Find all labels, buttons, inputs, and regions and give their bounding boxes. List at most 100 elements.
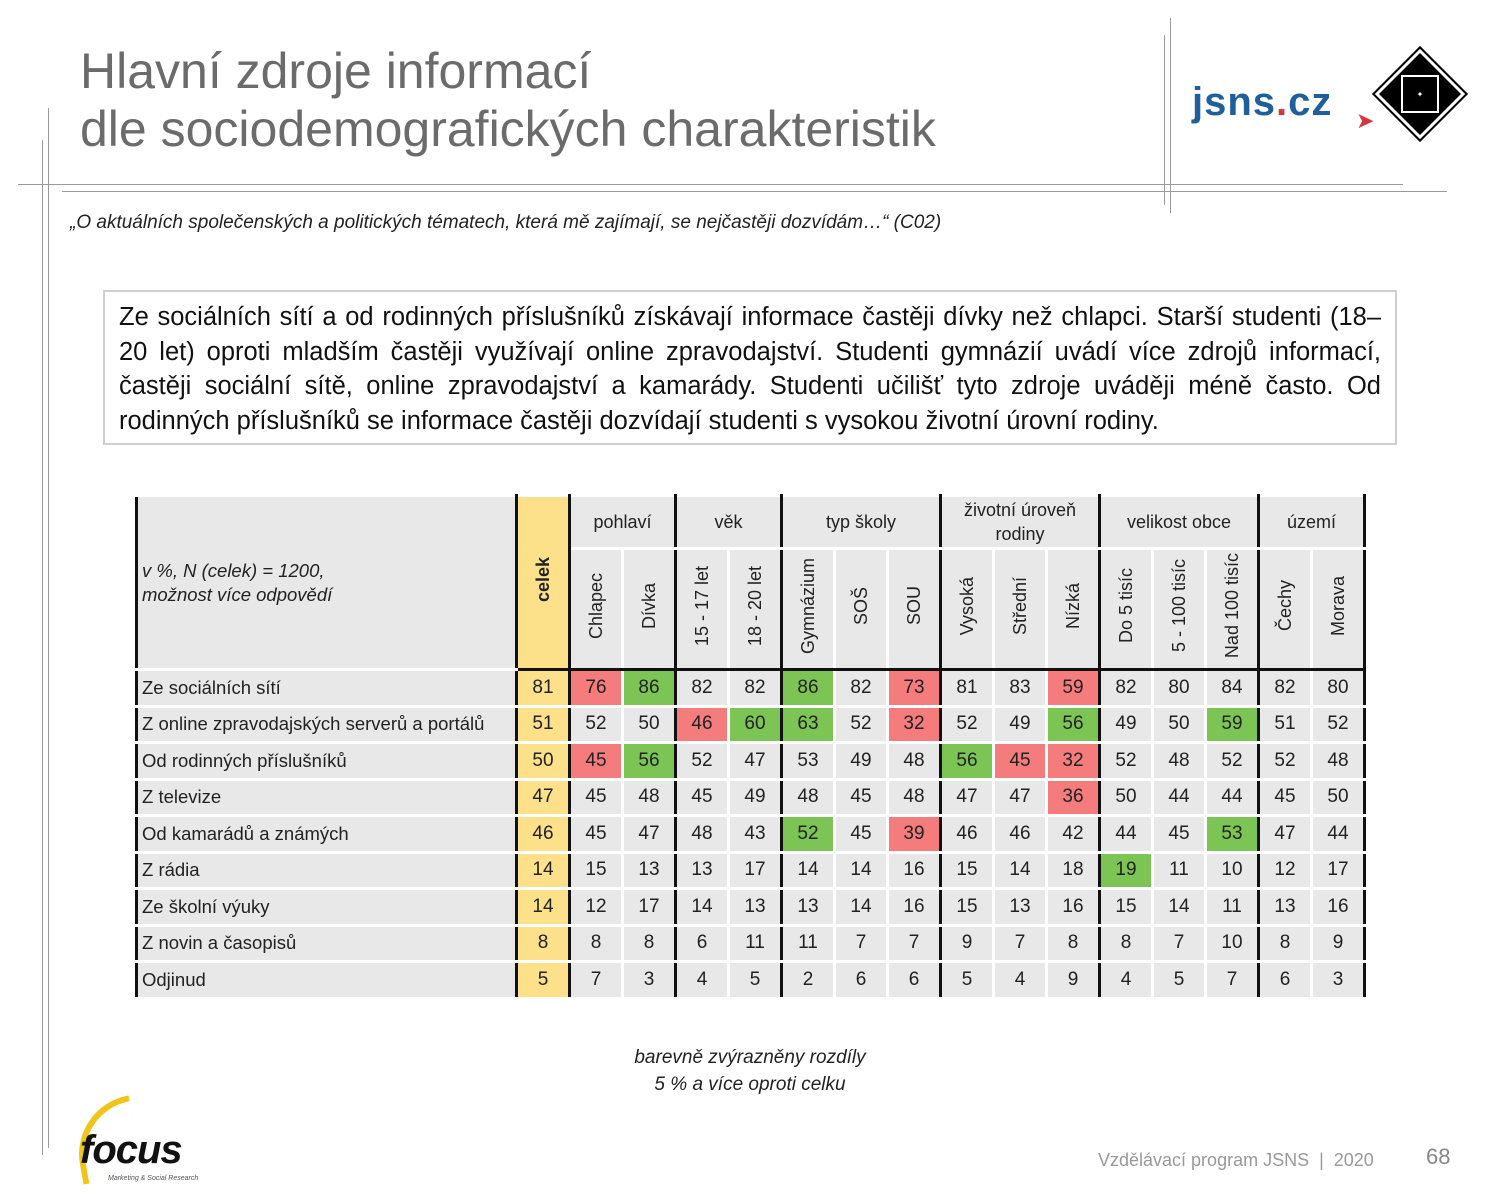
cell-lower: 39 bbox=[886, 814, 942, 854]
cell: 7 bbox=[833, 923, 889, 963]
cell-total: 51 bbox=[515, 704, 571, 744]
cell: 50 bbox=[1151, 704, 1207, 744]
cell: 7 bbox=[992, 923, 1048, 963]
row-label: Ze sociálních sítí bbox=[136, 668, 518, 708]
logo-brand: jsns bbox=[1192, 80, 1277, 124]
column-header-label: Nad 100 tisíc bbox=[1222, 553, 1242, 659]
column-header: Vysoká bbox=[939, 547, 995, 671]
cell-total: 47 bbox=[515, 777, 571, 817]
cell: 52 bbox=[1204, 741, 1260, 781]
cell: 44 bbox=[1310, 814, 1366, 854]
cell: 13 bbox=[621, 850, 677, 890]
cell: 44 bbox=[1151, 777, 1207, 817]
cell: 14 bbox=[780, 850, 836, 890]
column-header: SOU bbox=[886, 547, 942, 671]
divider bbox=[62, 191, 1447, 192]
cell: 52 bbox=[1310, 704, 1366, 744]
page-title: Hlavní zdroje informací dle sociodemograf… bbox=[80, 42, 936, 158]
cell-total: 50 bbox=[515, 741, 571, 781]
cell-higher: 63 bbox=[780, 704, 836, 744]
row-label: Od kamarádů a známých bbox=[136, 814, 518, 854]
cell: 13 bbox=[992, 887, 1048, 927]
cell: 84 bbox=[1204, 668, 1260, 708]
column-header-label: Do 5 tisíc bbox=[1116, 568, 1136, 644]
cell: 52 bbox=[1257, 741, 1313, 781]
cell: 14 bbox=[833, 850, 889, 890]
cell: 13 bbox=[727, 887, 783, 927]
cell-higher: 59 bbox=[1204, 704, 1260, 744]
cell-higher: 56 bbox=[621, 741, 677, 781]
table-row: Od rodinných příslušníků 50 45 56 52 47 53 49 48… bbox=[136, 741, 1366, 781]
column-header: Dívka bbox=[621, 547, 677, 671]
column-header-label: Nízká bbox=[1063, 582, 1083, 629]
cell-lower: 32 bbox=[1045, 741, 1101, 781]
title-line-1: Hlavní zdroje informací bbox=[80, 43, 592, 99]
cell: 14 bbox=[1151, 887, 1207, 927]
cell: 52 bbox=[833, 704, 889, 744]
cell: 52 bbox=[1098, 741, 1154, 781]
column-header: SOŠ bbox=[833, 547, 889, 671]
header-celek: celek bbox=[515, 494, 571, 671]
column-header: 18 - 20 let bbox=[727, 547, 783, 671]
cell: 53 bbox=[780, 741, 836, 781]
cell: 8 bbox=[1098, 923, 1154, 963]
cell: 7 bbox=[1204, 960, 1260, 1000]
cell: 15 bbox=[939, 850, 995, 890]
cell-total: 46 bbox=[515, 814, 571, 854]
cell: 49 bbox=[727, 777, 783, 817]
cell: 48 bbox=[1151, 741, 1207, 781]
cell-total: 14 bbox=[515, 887, 571, 927]
cell: 8 bbox=[568, 923, 624, 963]
group-header: pohlaví bbox=[568, 494, 677, 550]
cell: 44 bbox=[1098, 814, 1154, 854]
cell: 46 bbox=[939, 814, 995, 854]
column-header: Chlapec bbox=[568, 547, 624, 671]
cell: 80 bbox=[1310, 668, 1366, 708]
cell: 9 bbox=[1310, 923, 1366, 963]
cell: 12 bbox=[568, 887, 624, 927]
group-header: životní úroveň rodiny bbox=[939, 494, 1101, 550]
cell: 45 bbox=[568, 777, 624, 817]
table-row: Z televize 47 45 48 45 49 48 45 48 47 47 36 50 44 44 45… bbox=[136, 777, 1366, 817]
cell: 15 bbox=[568, 850, 624, 890]
cell: 49 bbox=[1098, 704, 1154, 744]
clovek-v-tisni-logo: ✦ bbox=[1371, 45, 1469, 143]
cell: 11 bbox=[1204, 887, 1260, 927]
cell: 6 bbox=[674, 923, 730, 963]
cell: 7 bbox=[886, 923, 942, 963]
column-header: Nízká bbox=[1045, 547, 1101, 671]
cell-lower: 59 bbox=[1045, 668, 1101, 708]
cell: 47 bbox=[992, 777, 1048, 817]
cell: 15 bbox=[1098, 887, 1154, 927]
cell: 18 bbox=[1045, 850, 1101, 890]
cell: 10 bbox=[1204, 923, 1260, 963]
cell-higher: 52 bbox=[780, 814, 836, 854]
cell: 45 bbox=[833, 814, 889, 854]
cell-higher: 60 bbox=[727, 704, 783, 744]
cell: 5 bbox=[939, 960, 995, 1000]
cell-higher: 56 bbox=[939, 741, 995, 781]
cell: 3 bbox=[621, 960, 677, 1000]
cell: 42 bbox=[1045, 814, 1101, 854]
column-header: Čechy bbox=[1257, 547, 1313, 671]
column-header: Střední bbox=[992, 547, 1048, 671]
cell: 9 bbox=[939, 923, 995, 963]
cell: 82 bbox=[1257, 668, 1313, 708]
question-quote: „O aktuálních společenských a politickýc… bbox=[70, 212, 942, 233]
cell: 16 bbox=[1045, 887, 1101, 927]
cell: 17 bbox=[621, 887, 677, 927]
cell-lower: 36 bbox=[1045, 777, 1101, 817]
cell: 83 bbox=[992, 668, 1048, 708]
cell: 4 bbox=[674, 960, 730, 1000]
divider bbox=[48, 108, 49, 1148]
cell-total: 8 bbox=[515, 923, 571, 963]
table-row: Z rádia 14 15 13 13 17 14 14 16 15 14 18 19 11 10 12 17 bbox=[136, 850, 1366, 890]
footer-program: Vzdělávací program JSNS | 2020 bbox=[1098, 1150, 1374, 1170]
column-header: Morava bbox=[1310, 547, 1366, 671]
cell: 43 bbox=[727, 814, 783, 854]
cell: 4 bbox=[1098, 960, 1154, 1000]
cell-total: 14 bbox=[515, 850, 571, 890]
cell: 44 bbox=[1204, 777, 1260, 817]
note-line: barevně zvýrazněny rozdíly bbox=[634, 1047, 866, 1068]
cell: 11 bbox=[1151, 850, 1207, 890]
